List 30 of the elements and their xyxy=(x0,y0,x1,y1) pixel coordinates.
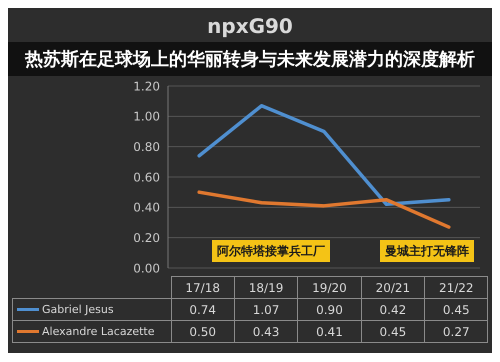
line-series xyxy=(197,104,451,206)
chart-title: npxG90 xyxy=(206,13,294,40)
data-label: 0.41 xyxy=(298,320,362,342)
legend-label: Gabriel Jesus xyxy=(12,298,171,320)
data-label: 0.90 xyxy=(298,298,362,320)
y-tick-label: 0.60 xyxy=(133,170,160,184)
y-tick-label: 0.20 xyxy=(133,230,160,245)
x-tick-label: 19/20 xyxy=(298,276,362,298)
data-label: 0.74 xyxy=(171,298,234,320)
y-tick-label: 1.00 xyxy=(133,110,160,124)
callout-box: 阿尔特塔接掌兵工厂 xyxy=(212,240,330,262)
data-label: 0.45 xyxy=(424,298,488,320)
data-label: 1.07 xyxy=(234,298,298,320)
x-tick-label: 21/22 xyxy=(424,276,488,298)
legend-label: Alexandre Lacazette xyxy=(12,320,171,342)
data-label: 0.43 xyxy=(234,320,298,342)
y-tick-label: 0.00 xyxy=(133,261,160,276)
x-tick-label: 18/19 xyxy=(234,276,298,298)
x-tick-label: 20/21 xyxy=(361,276,425,298)
y-tick-label: 0.80 xyxy=(133,140,160,154)
data-label: 0.27 xyxy=(424,320,488,342)
data-label: 0.50 xyxy=(171,320,234,342)
y-tick-label: 0.40 xyxy=(133,200,160,215)
x-tick-label: 17/18 xyxy=(171,276,234,298)
line-series xyxy=(197,190,451,229)
chart-subtitle: 热苏斯在足球场上的华丽转身与未来发展潜力的深度解析 xyxy=(8,42,492,76)
data-label: 0.42 xyxy=(361,298,425,320)
data-label: 0.45 xyxy=(361,320,425,342)
y-tick-label: 1.20 xyxy=(133,79,160,94)
callout-box: 曼城主打无锋阵 xyxy=(380,240,474,262)
